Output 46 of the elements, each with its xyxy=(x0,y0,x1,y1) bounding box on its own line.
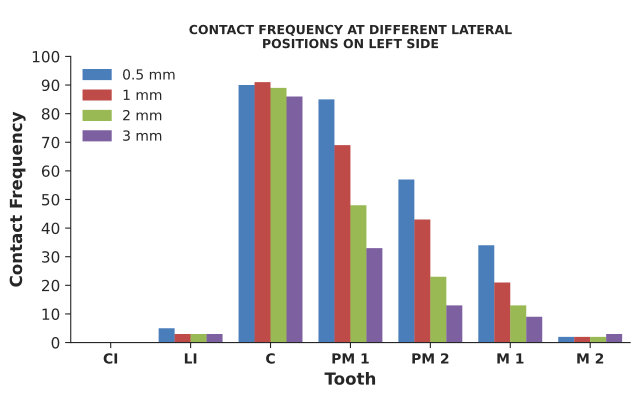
y-tick-label: 100 xyxy=(32,50,60,62)
y-tick-label: 90 xyxy=(42,80,60,92)
x-tick-label: PM 1 xyxy=(332,353,369,364)
legend-label: 3 mm xyxy=(123,130,162,141)
bar xyxy=(158,328,175,343)
bar xyxy=(478,245,494,343)
bar xyxy=(446,305,462,343)
bar xyxy=(510,305,526,343)
y-tick-label: 20 xyxy=(42,280,60,292)
bar xyxy=(206,334,223,343)
bar xyxy=(350,205,366,343)
x-tick-label: PM 2 xyxy=(412,353,448,364)
bar xyxy=(398,179,414,343)
legend-label: 1 mm xyxy=(124,90,162,100)
y-tick-label: 50 xyxy=(42,194,60,206)
bar xyxy=(190,334,207,343)
bar xyxy=(606,334,622,343)
y-tick-label: 40 xyxy=(42,222,60,234)
bar xyxy=(254,82,271,343)
y-tick-label: 70 xyxy=(42,136,60,148)
x-tick-label: CI xyxy=(104,353,118,364)
y-tick-label: 30 xyxy=(42,251,60,263)
bar xyxy=(366,248,382,343)
bar xyxy=(414,220,430,343)
bar xyxy=(334,145,350,343)
x-tick-label: LI xyxy=(184,353,196,364)
x-tick-label: C xyxy=(266,353,275,364)
bar xyxy=(286,96,302,343)
bar xyxy=(526,316,542,343)
bar xyxy=(238,85,255,343)
x-tick-label: M 1 xyxy=(497,353,524,364)
bar xyxy=(494,282,510,343)
chart-title: CONTACT FREQUENCY AT DIFFERENT LATERAL POSITIONS ON LEFT SIDE xyxy=(189,24,512,48)
bar xyxy=(270,88,286,343)
y-tick-label: 0 xyxy=(52,337,60,349)
y-tick-label: 10 xyxy=(42,308,60,320)
bar xyxy=(318,99,334,343)
y-axis-title: Contact Frequency xyxy=(10,112,26,287)
x-tick-label: M 2 xyxy=(577,353,604,364)
bar xyxy=(174,334,191,343)
legend-label: 0.5 mm xyxy=(123,69,174,80)
legend-label: 2 mm xyxy=(123,110,162,120)
bar xyxy=(430,276,446,343)
y-tick-label: 60 xyxy=(42,165,60,177)
y-tick-label: 80 xyxy=(42,108,60,120)
x-axis-title: Tooth xyxy=(324,372,376,385)
